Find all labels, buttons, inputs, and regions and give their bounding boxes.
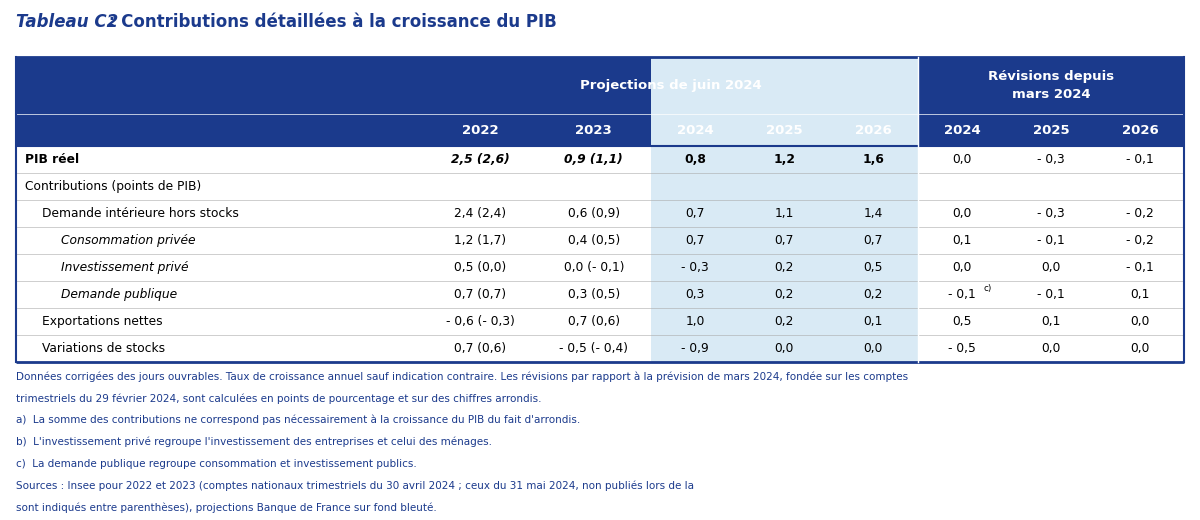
- Text: - 0,3: - 0,3: [1037, 153, 1064, 165]
- Text: 0,7 (0,6): 0,7 (0,6): [568, 315, 620, 328]
- Text: - 0,1: - 0,1: [1126, 153, 1153, 165]
- Text: 1,2: 1,2: [773, 153, 796, 165]
- Text: - 0,1: - 0,1: [948, 288, 976, 301]
- Bar: [828, 57, 918, 146]
- Text: 0,1: 0,1: [1130, 288, 1150, 301]
- Text: 0,0: 0,0: [1042, 342, 1061, 355]
- Text: 0,9 (1,1): 0,9 (1,1): [564, 153, 623, 165]
- Text: Révisions depuis
mars 2024: Révisions depuis mars 2024: [988, 70, 1114, 101]
- Text: - 0,2: - 0,2: [1126, 234, 1153, 247]
- Text: - 0,1: - 0,1: [1126, 261, 1153, 274]
- Text: b)  L'investissement privé regroupe l'investissement des entreprises et celui de: b) L'investissement privé regroupe l'inv…: [16, 437, 492, 447]
- Text: 0,0 (- 0,1): 0,0 (- 0,1): [564, 261, 624, 274]
- Bar: [739, 146, 828, 362]
- Text: 0,0: 0,0: [1130, 342, 1150, 355]
- Text: 1,4: 1,4: [863, 206, 883, 219]
- Text: 2024: 2024: [943, 123, 980, 136]
- Text: - 0,2: - 0,2: [1126, 206, 1153, 219]
- Text: Variations de stocks: Variations de stocks: [42, 342, 166, 355]
- Text: 0,7: 0,7: [863, 234, 883, 247]
- Text: - 0,3: - 0,3: [1037, 206, 1064, 219]
- Text: 0,0: 0,0: [1042, 261, 1061, 274]
- Text: 0,2: 0,2: [774, 315, 793, 328]
- Bar: [739, 57, 828, 146]
- Text: 2026: 2026: [854, 123, 892, 136]
- Text: c)  La demande publique regroupe consommation et investissement publics.: c) La demande publique regroupe consomma…: [16, 459, 416, 469]
- Text: 0,3: 0,3: [685, 288, 704, 301]
- Text: 0,0: 0,0: [774, 342, 793, 355]
- Text: 0,1: 0,1: [1042, 315, 1061, 328]
- Text: 0,7 (0,6): 0,7 (0,6): [454, 342, 506, 355]
- Text: 1,6: 1,6: [862, 153, 884, 165]
- Text: 2023: 2023: [576, 123, 612, 136]
- Text: 0,0: 0,0: [953, 206, 972, 219]
- Text: sont indiqués entre parenthèses), projections Banque de France sur fond bleuté.: sont indiqués entre parenthèses), projec…: [16, 502, 437, 513]
- Text: a)  La somme des contributions ne correspond pas nécessairement à la croissance : a) La somme des contributions ne corresp…: [16, 415, 580, 425]
- Text: 0,5 (0,0): 0,5 (0,0): [454, 261, 506, 274]
- Text: 0,1: 0,1: [953, 234, 972, 247]
- Text: 0,7: 0,7: [774, 234, 793, 247]
- Text: 0,4 (0,5): 0,4 (0,5): [568, 234, 620, 247]
- Text: 0,2: 0,2: [863, 288, 883, 301]
- Text: 0,0: 0,0: [1130, 315, 1150, 328]
- Text: 2025: 2025: [766, 123, 803, 136]
- Text: - 0,5 (- 0,4): - 0,5 (- 0,4): [559, 342, 629, 355]
- Bar: [650, 57, 739, 146]
- Text: 0,7: 0,7: [685, 206, 704, 219]
- Text: Données corrigées des jours ouvrables. Taux de croissance annuel sauf indication: Données corrigées des jours ouvrables. T…: [16, 371, 907, 382]
- Bar: [828, 146, 918, 362]
- Text: 0,5: 0,5: [953, 315, 972, 328]
- Text: Tableau C2: Tableau C2: [16, 13, 118, 31]
- Text: 1,2 (1,7): 1,2 (1,7): [454, 234, 506, 247]
- Text: Projections de juin 2024: Projections de juin 2024: [580, 79, 761, 93]
- Text: 0,5: 0,5: [863, 261, 883, 274]
- Text: - 0,1: - 0,1: [1037, 234, 1064, 247]
- Text: 0,7 (0,7): 0,7 (0,7): [454, 288, 506, 301]
- Text: 0,8: 0,8: [684, 153, 706, 165]
- Text: Sources : Insee pour 2022 et 2023 (comptes nationaux trimestriels du 30 avril 20: Sources : Insee pour 2022 et 2023 (compt…: [16, 480, 697, 491]
- Text: 0,0: 0,0: [863, 342, 883, 355]
- Text: 1,0: 1,0: [685, 315, 704, 328]
- Text: c): c): [984, 284, 992, 293]
- Text: 2026: 2026: [1122, 123, 1158, 136]
- Text: 0,0: 0,0: [953, 261, 972, 274]
- Text: 0,2: 0,2: [774, 261, 793, 274]
- Bar: [16, 57, 1184, 146]
- Text: - 0,6 (- 0,3): - 0,6 (- 0,3): [445, 315, 515, 328]
- Text: 0,1: 0,1: [863, 315, 883, 328]
- Text: Contributions (points de PIB): Contributions (points de PIB): [25, 180, 202, 193]
- Text: 2025: 2025: [1033, 123, 1069, 136]
- Text: 0,7: 0,7: [685, 234, 704, 247]
- Text: Consommation privée: Consommation privée: [61, 234, 196, 247]
- Text: 0,3 (0,5): 0,3 (0,5): [568, 288, 620, 301]
- Text: - 0,9: - 0,9: [682, 342, 709, 355]
- Text: 0,6 (0,9): 0,6 (0,9): [568, 206, 620, 219]
- Text: 2024: 2024: [677, 123, 714, 136]
- Text: - 0,1: - 0,1: [1037, 288, 1064, 301]
- Text: 2,4 (2,4): 2,4 (2,4): [454, 206, 506, 219]
- Text: : Contributions détaillées à la croissance du PIB: : Contributions détaillées à la croissan…: [103, 13, 557, 31]
- Text: - 0,3: - 0,3: [682, 261, 709, 274]
- Text: Demande publique: Demande publique: [61, 288, 178, 301]
- Text: Investissement privé: Investissement privé: [61, 261, 188, 274]
- Text: 1,1: 1,1: [774, 206, 793, 219]
- Text: Exportations nettes: Exportations nettes: [42, 315, 163, 328]
- Bar: [650, 146, 739, 362]
- Text: Demande intérieure hors stocks: Demande intérieure hors stocks: [42, 206, 239, 219]
- Text: 2,5 (2,6): 2,5 (2,6): [451, 153, 510, 165]
- Text: 2022: 2022: [462, 123, 498, 136]
- Text: - 0,5: - 0,5: [948, 342, 976, 355]
- Text: PIB réel: PIB réel: [25, 153, 79, 165]
- Text: 0,2: 0,2: [774, 288, 793, 301]
- Text: trimestriels du 29 février 2024, sont calculées en points de pourcentage et sur : trimestriels du 29 février 2024, sont ca…: [16, 393, 541, 404]
- Text: 0,0: 0,0: [953, 153, 972, 165]
